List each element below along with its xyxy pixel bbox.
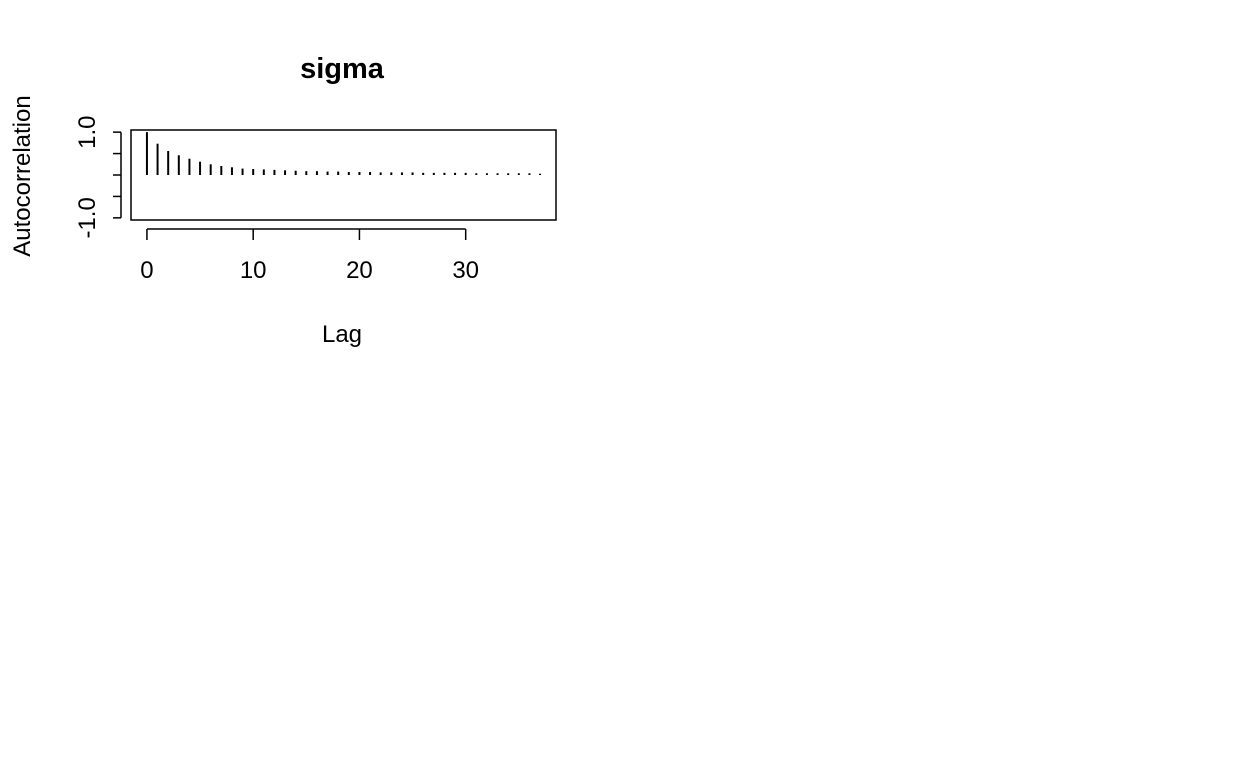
x-tick-label: 10 bbox=[240, 257, 267, 284]
chart-title: sigma bbox=[300, 53, 385, 85]
y-tick-label: 1.0 bbox=[74, 115, 101, 148]
y-tick-label: -1.0 bbox=[74, 197, 101, 238]
x-tick-label: 20 bbox=[346, 257, 373, 284]
y-axis-label: Autocorrelation bbox=[9, 95, 36, 256]
x-axis-label: Lag bbox=[322, 321, 362, 348]
x-tick-label: 0 bbox=[140, 257, 153, 284]
x-tick-label: 30 bbox=[452, 257, 479, 284]
acf-bars bbox=[145, 132, 542, 175]
plot-area bbox=[130, 129, 557, 221]
x-axis: 0 10 20 30 bbox=[140, 228, 479, 284]
y-axis: -1.0 1.0 bbox=[74, 115, 122, 239]
